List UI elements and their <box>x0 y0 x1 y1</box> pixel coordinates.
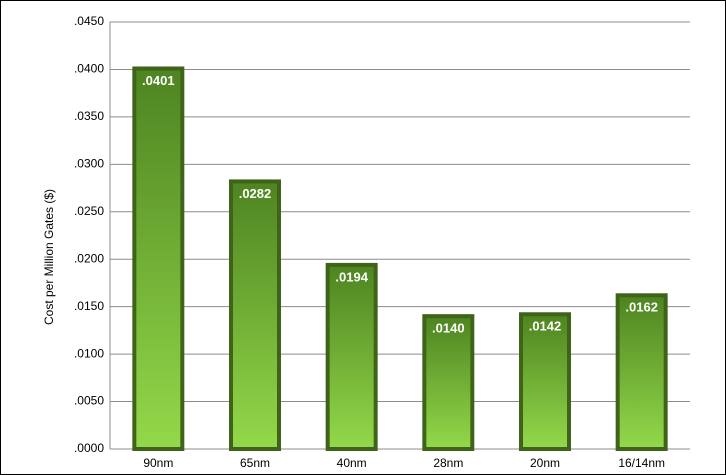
y-tick-label: .0200 <box>74 251 104 265</box>
y-tick-label: .0150 <box>74 299 104 313</box>
y-tick-label: .0100 <box>74 346 104 360</box>
x-tick-label: 20nm <box>530 456 560 470</box>
y-tick-label: .0050 <box>74 394 104 408</box>
value-label: .0162 <box>625 300 658 315</box>
y-tick-label: .0250 <box>74 204 104 218</box>
y-axis-label: Cost per Million Gates ($) <box>42 189 56 325</box>
value-label: .0401 <box>142 73 175 88</box>
y-tick-label: .0000 <box>74 441 104 455</box>
y-tick-label: .0450 <box>74 14 104 28</box>
y-tick-label: .0400 <box>74 62 104 76</box>
bar <box>422 314 475 451</box>
x-tick-label: 28nm <box>433 456 463 470</box>
x-tick-label: 65nm <box>240 456 270 470</box>
bar <box>229 179 281 451</box>
y-tick-label: .0300 <box>74 157 104 171</box>
x-tick-label: 16/14nm <box>618 456 665 470</box>
x-tick-label: 90nm <box>143 456 173 470</box>
bar <box>519 312 571 451</box>
value-label: .0140 <box>432 321 465 336</box>
bar <box>615 293 668 451</box>
value-label: .0142 <box>529 319 562 334</box>
y-tick-label: .0350 <box>74 109 104 123</box>
x-tick-label: 40nm <box>337 456 367 470</box>
value-label: .0282 <box>239 186 272 201</box>
value-label: .0194 <box>335 269 368 284</box>
bar <box>132 66 185 452</box>
bar <box>325 262 378 451</box>
